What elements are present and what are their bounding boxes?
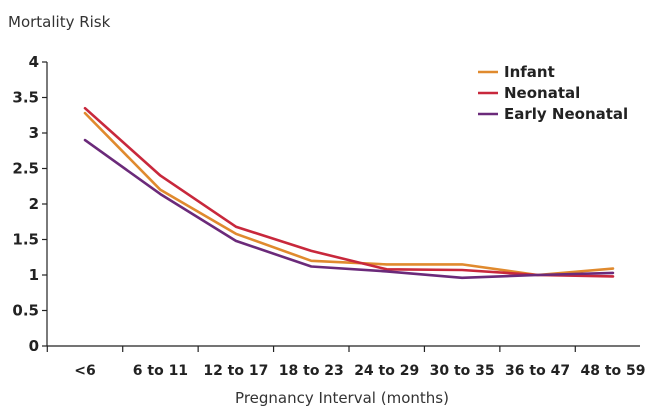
x-axis-label: Pregnancy Interval (months) — [235, 389, 449, 407]
y-tick-label: 2.5 — [12, 160, 39, 178]
y-tick-label: 3 — [29, 124, 39, 142]
y-axis-label: Mortality Risk — [8, 13, 111, 31]
axes: 0 0.5 1 1.5 2 2.5 3 3.5 4 <6 6 to 11 12 to 17 18 to … — [12, 53, 645, 379]
x-tick-label: 18 to 23 — [279, 363, 344, 379]
y-tick-label: 0 — [29, 337, 39, 355]
y-tick-label: 3.5 — [12, 89, 39, 107]
legend-label-early-neonatal: Early Neonatal — [504, 105, 628, 123]
legend: Infant Neonatal Early Neonatal — [478, 63, 628, 123]
legend-label-neonatal: Neonatal — [504, 84, 580, 102]
x-tick-label: 24 to 29 — [354, 363, 419, 379]
y-tick-label: 1 — [29, 266, 39, 284]
x-tick-label: 30 to 35 — [430, 363, 495, 379]
y-tick-label: 0.5 — [12, 302, 39, 320]
y-tick-label: 4 — [29, 53, 39, 71]
series-line-early-neonatal — [83, 138, 615, 280]
y-tick-label: 2 — [29, 195, 39, 213]
x-tick-label: 48 to 59 — [580, 363, 645, 379]
series-lines — [83, 106, 615, 280]
y-tick-label: 1.5 — [12, 231, 39, 249]
x-tick-label: 12 to 17 — [203, 363, 268, 379]
x-tick-label: 36 to 47 — [505, 363, 570, 379]
legend-label-infant: Infant — [504, 63, 555, 81]
x-tick-label: 6 to 11 — [133, 363, 188, 379]
x-tick-label: <6 — [74, 363, 95, 379]
series-line-infant — [83, 111, 615, 277]
